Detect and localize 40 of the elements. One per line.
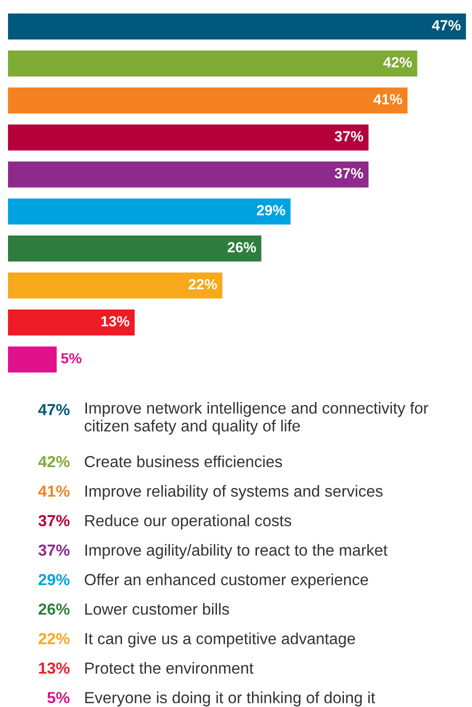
bar — [8, 162, 369, 188]
bar — [8, 198, 291, 224]
text: 37% — [38, 544, 70, 556]
bar — [8, 124, 369, 150]
data-label: 37% — [334, 168, 364, 178]
text: 47% — [38, 404, 70, 416]
data-label: 42% — [383, 57, 412, 68]
data-label: 13% — [101, 316, 130, 326]
text: Improve network intelligence and connectivity for citizen safety and quality of life — [84, 402, 428, 435]
text: 22% — [38, 632, 70, 644]
data-label: 22% — [188, 279, 217, 290]
bar — [8, 236, 262, 262]
bar — [8, 272, 222, 298]
text: 29% — [38, 574, 70, 586]
text: Reduce our operational costs — [85, 514, 292, 530]
data-label: 26% — [228, 242, 256, 252]
text: Everyone is doing it or thinking of doing it — [85, 692, 376, 706]
data-label: 41% — [374, 94, 402, 104]
bar — [8, 50, 418, 76]
text: 37% — [38, 514, 70, 526]
data-label: 29% — [256, 205, 286, 216]
text: 26% — [38, 603, 70, 615]
text: It can give us a competitive advantage — [85, 632, 355, 648]
bar — [8, 88, 408, 114]
text: 13% — [39, 662, 70, 674]
text: Create business efficiencies — [84, 456, 282, 468]
text: 41% — [38, 486, 70, 497]
text: Improve agility/ability to react to the market — [85, 544, 388, 559]
text: Protect the environment — [85, 662, 254, 674]
bar — [8, 310, 135, 336]
data-label: 5% — [61, 353, 82, 364]
bar — [8, 14, 466, 40]
data-label: 37% — [334, 131, 364, 142]
text: 5% — [47, 692, 70, 704]
text: Improve reliability of systems and services — [85, 485, 383, 500]
text: Lower customer bills — [85, 603, 229, 615]
text: 42% — [38, 456, 70, 468]
text: Offer an enhanced customer experience — [84, 574, 368, 588]
data-label: 47% — [432, 20, 461, 30]
bar — [8, 346, 57, 372]
